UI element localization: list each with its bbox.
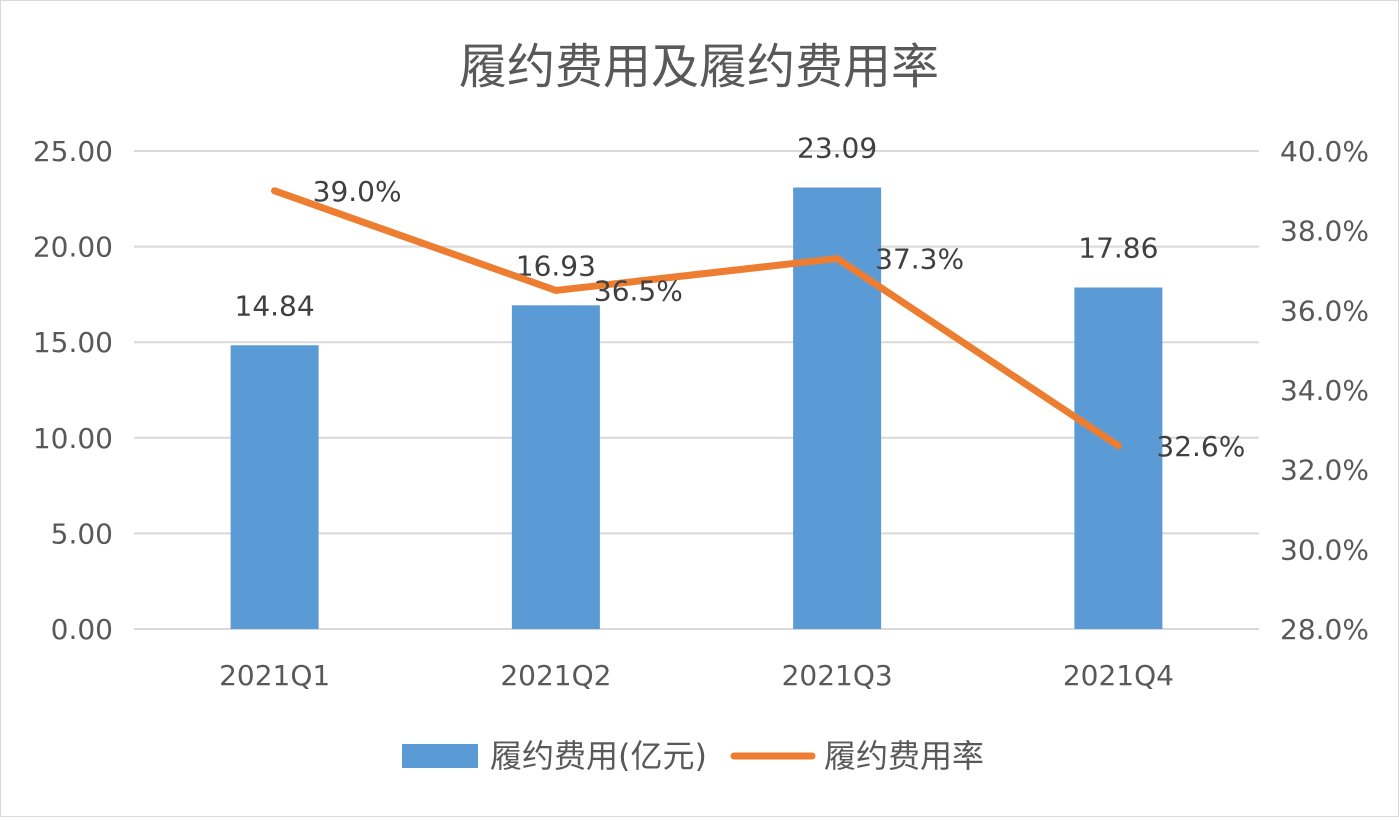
gridlines [134, 150, 1259, 630]
legend-label-line: 履约费用率 [824, 737, 984, 775]
bar-data-labels: 14.84 16.93 23.09 17.86 [235, 132, 1159, 323]
right-axis-tick-label: 36.0% [1280, 294, 1369, 327]
right-axis-tick-label: 32.0% [1280, 454, 1369, 487]
bar-data-label: 23.09 [797, 132, 877, 165]
legend: 履约费用(亿元) 履约费用率 [402, 737, 984, 775]
left-axis-tick-label: 15.00 [33, 326, 113, 359]
x-axis-tick-label: 2021Q1 [219, 659, 330, 692]
left-axis-tick-label: 25.00 [33, 135, 113, 168]
line-data-label: 32.6% [1156, 430, 1245, 463]
legend-label-bar: 履约费用(亿元) [490, 737, 707, 775]
line-point [271, 187, 279, 195]
legend-swatch-bar [402, 744, 478, 768]
line-path [271, 187, 1122, 450]
line-data-labels: 39.0% 36.5% 37.3% 32.6% [313, 175, 1246, 463]
left-axis-tick-label: 10.00 [33, 422, 113, 455]
x-axis-tick-label: 2021Q2 [500, 659, 611, 692]
bar-data-label: 17.86 [1078, 232, 1158, 265]
x-axis-tick-label: 2021Q4 [1063, 659, 1174, 692]
bar-data-label: 14.84 [235, 289, 315, 322]
x-axis-tick-label: 2021Q3 [782, 659, 893, 692]
chart-title: 履约费用及履约费用率 [459, 39, 939, 95]
bar [511, 305, 600, 629]
line-data-label: 36.5% [594, 274, 683, 307]
left-axis-tick-label: 20.00 [33, 231, 113, 264]
right-axis-tick-labels: 28.0% 30.0% 32.0% 34.0% 36.0% 38.0% 40.0% [1280, 135, 1369, 646]
line-data-label: 39.0% [313, 175, 402, 208]
right-axis-tick-label: 28.0% [1280, 613, 1369, 646]
right-axis-tick-label: 40.0% [1280, 135, 1369, 168]
right-axis-tick-label: 34.0% [1280, 374, 1369, 407]
left-axis-tick-label: 0.00 [51, 613, 113, 646]
line-series [271, 187, 1122, 450]
line-data-label: 37.3% [875, 243, 964, 276]
right-axis-tick-label: 30.0% [1280, 533, 1369, 566]
line-point [552, 286, 560, 294]
bar [230, 345, 319, 629]
bar-data-label: 16.93 [516, 249, 596, 282]
left-axis-tick-label: 5.00 [51, 517, 113, 550]
bar-series [230, 187, 1163, 629]
x-axis-tick-labels: 2021Q1 2021Q2 2021Q3 2021Q4 [219, 659, 1174, 692]
left-axis-tick-labels: 0.00 5.00 10.00 15.00 20.00 25.00 [33, 135, 113, 646]
line-point [833, 255, 841, 263]
line-point [1114, 442, 1122, 450]
bar [1074, 287, 1163, 629]
right-axis-tick-label: 38.0% [1280, 215, 1369, 248]
bar [793, 187, 882, 629]
